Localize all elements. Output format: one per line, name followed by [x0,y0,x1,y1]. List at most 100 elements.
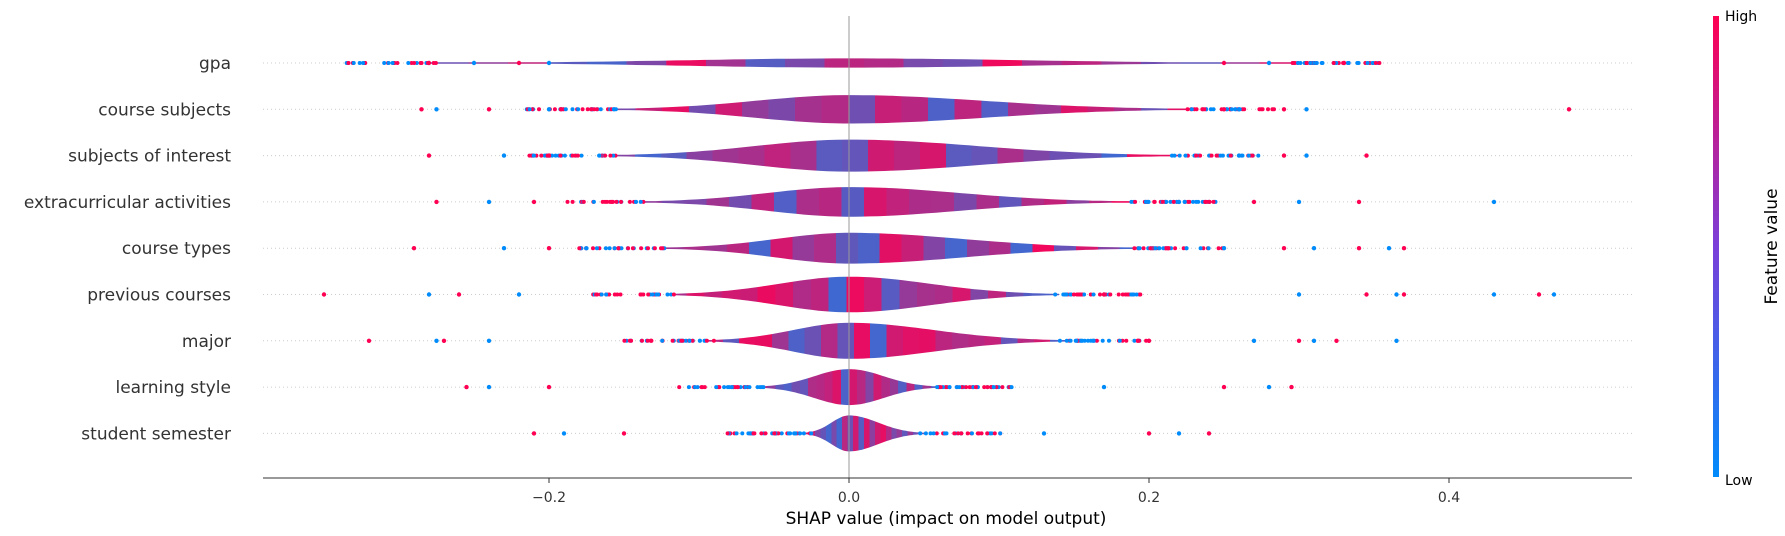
shap-point [608,153,613,158]
shap-point-outlier [531,199,537,205]
shap-point [1157,246,1162,251]
shap-point [1143,199,1148,204]
shap-point [998,431,1003,436]
shap-point [1246,153,1251,158]
shap-point [639,246,644,251]
shap-point [563,107,568,112]
shap-point-outlier [1311,246,1317,251]
shap-point [759,431,764,436]
shap-point [613,107,618,112]
shap-point-outlier [1356,199,1362,205]
shap-point-outlier [1386,246,1392,251]
shap-point [1090,338,1095,343]
violin-body [669,276,1059,313]
shap-point [584,246,589,251]
shap-point-outlier [1221,246,1227,251]
shap-point [1225,107,1230,112]
shap-point [1071,292,1076,297]
shap-point [594,246,599,251]
shap-point [634,199,638,204]
shap-point [630,246,635,251]
shap-point [809,431,814,436]
shap-point-outlier [1101,384,1107,390]
shap-point-outlier [471,60,477,66]
shap-point [1069,292,1074,297]
shap-point-outlier [1206,431,1212,436]
shap-point-outlier [1401,246,1407,251]
shap-point [686,385,691,390]
shap-point [1100,338,1105,343]
colorbar-high-label: High [1725,9,1757,25]
shap-point [1068,338,1073,343]
shap-point [1053,292,1058,297]
colorbar-gradient [1713,16,1719,477]
shap-point [1228,153,1233,158]
shap-point [798,431,803,436]
shap-point-outlier [1236,153,1242,158]
shap-point [1091,292,1096,297]
shap-point-outlier [486,338,492,343]
shap-point [1152,199,1157,204]
shap-point [952,431,957,436]
shap-point [1141,246,1146,251]
shap-point [1136,246,1141,251]
shap-point [985,431,990,436]
x-tick-label: 0.2 [1138,490,1160,506]
shap-point [1345,61,1350,65]
shap-point [677,385,682,390]
shap-point [603,153,608,158]
shap-point-outlier [434,338,439,343]
shap-point [1296,61,1300,65]
shap-point [1206,246,1211,251]
shap-point [591,199,596,204]
shap-point [740,431,745,436]
shap-point [1163,199,1168,204]
shap-point [1129,199,1134,204]
shap-point [1064,338,1069,343]
feature-row: course types [122,232,1632,264]
shap-point [1242,107,1247,112]
shap-point [603,246,608,251]
shap-point [931,431,936,436]
shap-point [1098,292,1102,297]
shap-point [558,153,563,158]
shap-point [616,246,621,251]
shap-point [645,338,650,343]
shap-point [537,107,541,112]
shap-point [665,292,670,297]
shap-point [695,385,700,390]
shap-point [565,199,570,204]
shap-point-outlier [1221,384,1227,390]
shap-point [553,153,558,158]
shap-point [581,199,586,204]
shap-point [1153,246,1158,251]
shap-point [592,107,597,112]
shap-point [1173,246,1178,251]
shap-point-outlier [1281,153,1287,158]
shap-point [650,292,655,297]
feature-label: learning style [115,378,231,398]
shap-point [1137,338,1142,343]
shap-point [619,199,623,204]
shap-point [792,431,797,436]
shap-point [779,431,784,436]
feature-rows: gpa course subjects subjects of interest ex… [24,54,1632,452]
shap-point [947,385,952,390]
shap-point [1124,338,1129,343]
x-tick-label: 0.0 [838,490,860,506]
shap-point [1198,153,1203,158]
shap-point [1148,246,1153,251]
shap-point [1196,199,1201,204]
shap-point [967,385,972,390]
shap-point [1233,107,1238,112]
shap-point-outlier [426,60,432,66]
shap-point-outlier [501,153,507,158]
shap-point-outlier [1304,153,1309,158]
shap-point [1331,61,1336,65]
shap-point [1314,61,1319,65]
shap-point-outlier [1296,292,1302,297]
shap-point-outlier [1491,292,1497,297]
violin-body [429,58,1299,68]
shap-point [1161,246,1166,251]
shap-point [1165,246,1170,251]
